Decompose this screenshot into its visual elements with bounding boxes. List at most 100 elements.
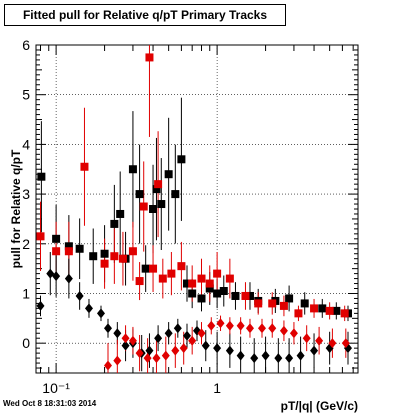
data-point-square	[135, 277, 144, 286]
data-point-square	[245, 291, 254, 300]
data-point-square	[268, 299, 277, 308]
data-point-diamond	[128, 335, 137, 346]
data-point-diamond	[274, 353, 283, 364]
data-point-square	[149, 205, 158, 213]
data-point-diamond	[36, 300, 45, 311]
data-point-diamond	[296, 350, 305, 361]
data-point-diamond	[225, 320, 234, 331]
data-point-diamond	[145, 345, 154, 356]
data-point-diamond	[201, 340, 210, 351]
data-point-square	[145, 53, 154, 62]
data-point-square	[64, 242, 73, 251]
data-point-diamond	[328, 338, 337, 349]
data-point-square	[177, 262, 186, 271]
data-point-square	[205, 284, 214, 293]
data-point-diamond	[143, 353, 152, 364]
data-point-square	[52, 247, 61, 256]
data-point-square	[213, 289, 222, 298]
data-point-square	[128, 247, 137, 256]
data-point-diamond	[279, 325, 288, 336]
data-point-square	[110, 252, 119, 261]
chart-title-box: Fitted pull for Relative q/pT Primary Tr…	[4, 4, 286, 26]
data-point-square	[100, 259, 109, 268]
data-point-diamond	[161, 350, 170, 361]
data-point-square	[116, 209, 125, 218]
y-axis-label: pull for Relative q/pT	[9, 149, 23, 268]
data-point-diamond	[113, 328, 122, 339]
data-point-square	[182, 279, 191, 288]
data-point-diamond	[84, 303, 93, 314]
data-point-square	[205, 279, 214, 288]
data-point-diamond	[152, 353, 161, 364]
data-point-diamond	[103, 360, 112, 371]
data-point-square	[219, 287, 228, 295]
timestamp: Wed Oct 8 18:31:03 2014	[3, 399, 97, 408]
data-point-square	[225, 274, 234, 283]
data-point-diamond	[154, 333, 163, 344]
data-point-square	[231, 291, 240, 300]
data-point-square	[158, 274, 167, 283]
data-point-diamond	[285, 353, 294, 364]
data-point-square	[241, 291, 250, 300]
data-point-square	[157, 200, 166, 209]
data-point-diamond	[179, 343, 188, 354]
x-axis-label: pT/|q| (GeV/c)	[281, 399, 358, 413]
data-point-square	[110, 219, 119, 228]
data-point-diamond	[121, 333, 130, 344]
data-point-square	[167, 269, 176, 278]
data-point-square	[118, 254, 127, 263]
y-tick-label: 4	[22, 136, 30, 152]
data-point-square	[294, 309, 303, 318]
data-point-diamond	[289, 328, 298, 339]
data-point-diamond	[75, 290, 84, 301]
data-point-square	[310, 304, 319, 313]
data-point-square	[152, 185, 161, 194]
data-point-square	[154, 180, 163, 189]
data-point-square	[135, 190, 144, 199]
data-point-diamond	[207, 320, 216, 331]
data-point-diamond	[96, 308, 105, 319]
data-point-square	[80, 162, 89, 171]
data-point-square	[141, 264, 150, 273]
data-point-square	[254, 299, 263, 308]
data-point-diamond	[236, 320, 245, 331]
data-point-diamond	[236, 350, 245, 361]
x-tick-label: 10⁻¹	[42, 380, 70, 396]
data-point-diamond	[64, 273, 73, 284]
data-point-diamond	[113, 355, 122, 366]
data-point-square	[332, 306, 341, 315]
data-point-diamond	[250, 353, 259, 364]
data-point-square	[36, 232, 45, 241]
data-point-diamond	[310, 345, 319, 356]
data-point-square	[197, 274, 206, 283]
data-point-square	[128, 165, 137, 174]
data-point-diamond	[268, 323, 277, 334]
data-point-diamond	[103, 323, 112, 334]
error-bars	[40, 45, 349, 373]
data-point-diamond	[121, 340, 130, 351]
data-point-square	[75, 244, 84, 253]
data-point-square	[37, 172, 46, 181]
data-point-diamond	[257, 323, 266, 334]
data-point-square	[177, 155, 186, 164]
data-point-square	[52, 234, 61, 243]
data-point-diamond	[197, 328, 206, 339]
y-tick-label: 6	[22, 37, 30, 53]
data-point-diamond	[245, 323, 254, 334]
chart-title: Fitted pull for Relative q/pT Primary Tr…	[22, 8, 268, 22]
data-point-square	[64, 247, 73, 256]
data-point-diamond	[171, 345, 180, 356]
y-tick-label: 0	[22, 335, 30, 351]
data-point-square	[139, 202, 148, 211]
data-point-diamond	[341, 338, 350, 349]
x-tick-label: 1	[213, 380, 221, 396]
data-point-square	[89, 252, 98, 261]
data-point-diamond	[173, 323, 182, 334]
data-point-square	[100, 249, 109, 258]
y-tick-label: 2	[22, 236, 30, 252]
data-point-square	[213, 269, 222, 278]
data-point-diamond	[188, 335, 197, 346]
data-point-square	[164, 170, 173, 179]
data-point-diamond	[182, 330, 191, 341]
